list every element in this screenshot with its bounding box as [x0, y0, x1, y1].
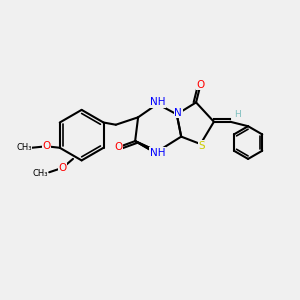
Text: N: N	[174, 108, 182, 118]
Text: CH₃: CH₃	[16, 143, 32, 152]
Text: H: H	[234, 110, 241, 119]
Text: O: O	[58, 163, 67, 173]
Text: O: O	[115, 142, 123, 152]
Text: NH: NH	[150, 98, 165, 107]
Text: S: S	[199, 140, 205, 151]
Text: NH: NH	[150, 148, 165, 158]
Text: CH₃: CH₃	[33, 169, 48, 178]
Text: O: O	[196, 80, 205, 90]
Text: O: O	[42, 141, 50, 151]
